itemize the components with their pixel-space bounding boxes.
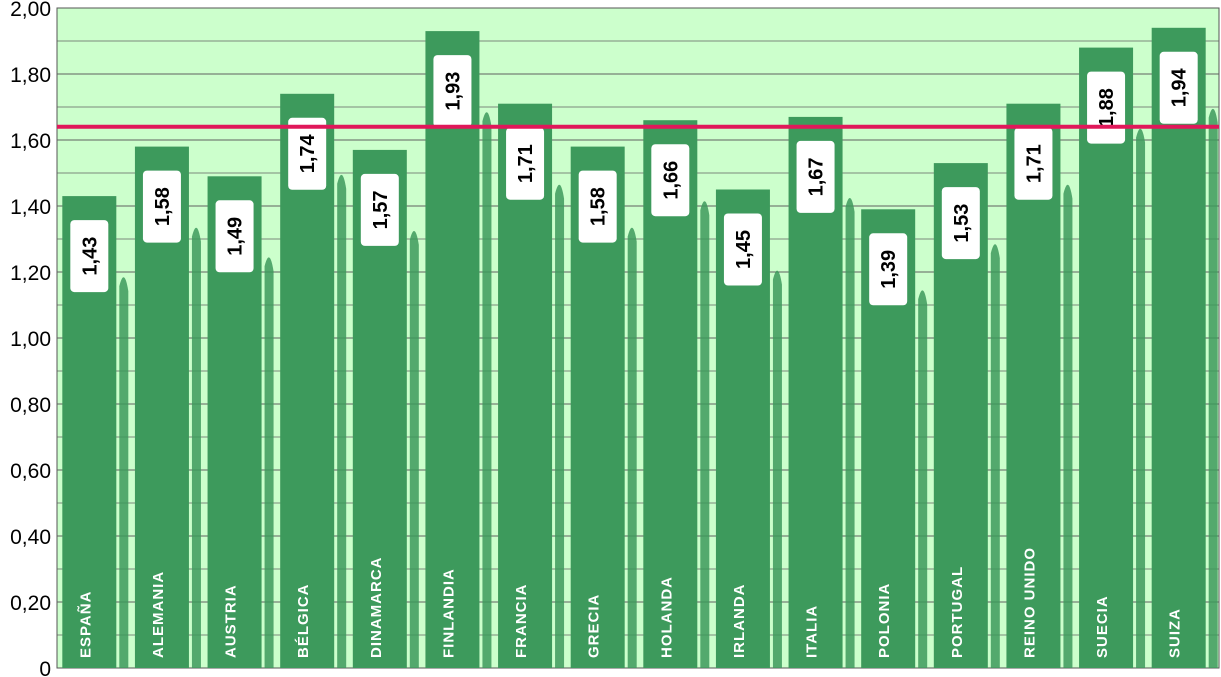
bar	[425, 31, 480, 669]
bar-decoration	[191, 227, 201, 668]
bar-decoration	[918, 290, 928, 668]
value-label: 1,45	[733, 230, 755, 269]
bar-decoration	[772, 270, 782, 668]
value-label: 1,58	[152, 187, 174, 226]
bar-decoration	[627, 227, 637, 668]
y-tick-label: 0	[39, 658, 51, 677]
category-label: ALEMANIA	[150, 571, 167, 658]
category-label: GRECIA	[586, 594, 603, 658]
bar-decoration	[264, 257, 274, 668]
category-label: DINAMARCA	[368, 557, 385, 659]
value-label-box	[578, 170, 617, 243]
value-label-box	[941, 187, 980, 260]
y-tick-label: 0,80	[10, 394, 51, 417]
value-label: 1,39	[878, 250, 900, 289]
value-label: 1,66	[660, 161, 682, 200]
category-label: ESPAÑA	[76, 591, 94, 658]
bar-decoration	[482, 112, 492, 668]
value-label: 1,94	[1169, 67, 1191, 107]
value-label: 1,93	[442, 72, 464, 111]
bar-decoration	[990, 244, 1000, 668]
bar-decoration	[337, 174, 347, 668]
category-label: FRANCIA	[513, 584, 530, 659]
value-label-box	[1159, 51, 1198, 124]
value-label: 1,74	[297, 133, 319, 173]
bar-decoration	[555, 184, 565, 669]
category-label: HOLANDA	[658, 576, 675, 658]
value-label: 1,58	[588, 187, 610, 226]
category-label: ITALIA	[804, 605, 821, 658]
bar-decoration	[1063, 184, 1073, 669]
value-label: 1,53	[951, 204, 973, 243]
value-label-box	[796, 140, 835, 213]
bars: 1,43 ESPAÑA 1,58 ALEMANIA 1,49 AUSTRIA 1,74 BÉL…	[62, 27, 1218, 669]
y-tick-label: 1,40	[10, 196, 51, 219]
y-tick-label: 1,20	[10, 262, 51, 285]
value-label-box	[1014, 127, 1053, 200]
value-label: 1,71	[1023, 144, 1045, 183]
y-tick-label: 1,60	[10, 130, 51, 153]
bar-decoration	[1208, 108, 1218, 668]
bar-decoration	[700, 201, 710, 669]
bar-decoration	[119, 277, 129, 668]
category-label: FINLANDIA	[440, 568, 457, 658]
y-tick-label: 0,20	[10, 592, 51, 615]
value-label-box	[433, 55, 472, 128]
y-tick-label: 0,40	[10, 526, 51, 549]
category-label: AUSTRIA	[223, 584, 240, 658]
value-label: 1,67	[806, 157, 828, 196]
value-label: 1,49	[225, 217, 247, 256]
value-label: 1,57	[370, 190, 392, 229]
category-label: IRLANDA	[731, 584, 748, 659]
value-label: 1,71	[515, 144, 537, 183]
category-label: SUIZA	[1167, 608, 1184, 658]
value-label-box	[215, 200, 254, 273]
category-label: REINO UNIDO	[1021, 547, 1038, 658]
y-tick-label: 1,80	[10, 64, 51, 87]
bar-decoration	[845, 198, 855, 668]
bar-decoration	[1136, 128, 1146, 668]
category-label: POLONIA	[876, 583, 893, 658]
bar	[1151, 27, 1206, 669]
y-tick-label: 0,60	[10, 460, 51, 483]
value-label-box	[506, 127, 545, 200]
y-tick-label: 1,00	[10, 328, 51, 351]
value-label-box	[723, 213, 762, 286]
value-label-box	[869, 233, 908, 306]
y-tick-label: 2,00	[10, 0, 51, 21]
category-label: BÉLGICA	[295, 584, 312, 659]
value-label-box	[651, 144, 690, 217]
bar-decoration	[409, 231, 419, 668]
value-label: 1,88	[1096, 88, 1118, 127]
bar	[1079, 47, 1134, 669]
category-label: SUECIA	[1094, 595, 1111, 658]
value-label-box	[142, 170, 181, 243]
category-label: PORTUGAL	[949, 566, 966, 658]
y-axis: 0 0,20 0,40 0,60 0,80 1,00 1,20 1,40 1,60 1,80 2,0…	[10, 0, 51, 677]
value-label-box	[288, 117, 327, 190]
value-label-box	[360, 173, 399, 246]
value-label: 1,43	[79, 237, 101, 276]
value-label-box	[70, 220, 109, 293]
